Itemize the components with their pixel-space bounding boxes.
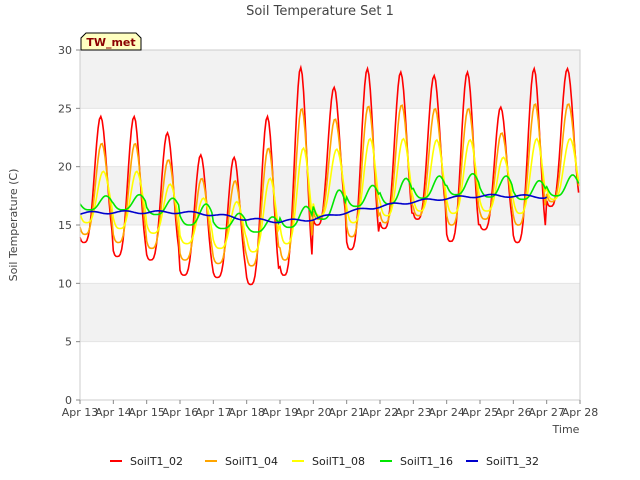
station-label-text: TW_met	[86, 36, 135, 49]
legend-item-soilt1-16: SoilT1_16	[380, 455, 453, 468]
x-tick-label: Apr 25	[462, 406, 499, 419]
legend-label: SoilT1_04	[225, 455, 278, 468]
y-tick-label: 30	[58, 44, 72, 57]
series-layer	[79, 64, 580, 286]
x-tick-label: Apr 14	[95, 406, 132, 419]
x-tick-label: Apr 13	[62, 406, 99, 419]
y-tick-label: 10	[58, 277, 72, 290]
legend-item-soilt1-08: SoilT1_08	[292, 455, 365, 468]
legend-label: SoilT1_08	[312, 455, 365, 468]
x-tick-label: Apr 17	[195, 406, 232, 419]
station-label: TW_met	[80, 32, 142, 51]
x-tick-label: Apr 27	[528, 406, 565, 419]
y-tick-label: 5	[65, 336, 72, 349]
x-tick-label: Apr 28	[562, 406, 599, 419]
x-tick-label: Apr 15	[128, 406, 165, 419]
x-tick-label: Apr 22	[362, 406, 399, 419]
y-tick-label: 0	[65, 394, 72, 407]
chart-title: Soil Temperature Set 1	[246, 4, 394, 19]
grid-band	[80, 225, 580, 284]
legend-label: SoilT1_32	[486, 455, 539, 468]
series-line-soilt1-04	[79, 103, 580, 267]
grid-band	[80, 166, 580, 225]
x-tick-label: Apr 23	[395, 406, 432, 419]
series-line-soilt1-32	[79, 193, 548, 224]
x-tick-label: Apr 18	[228, 406, 265, 419]
y-tick-label: 25	[58, 102, 72, 115]
grid-band	[80, 283, 580, 342]
legend-label: SoilT1_02	[130, 455, 183, 468]
legend: SoilT1_02 SoilT1_04 SoilT1_08 SoilT1_16 Soil…	[110, 455, 539, 468]
x-tick-label: Apr 16	[162, 406, 199, 419]
series-line-soilt1-02	[79, 64, 580, 286]
legend-item-soilt1-02: SoilT1_02	[110, 455, 183, 468]
x-tick-label: Apr 19	[262, 406, 299, 419]
y-axis-ticks: 0 5 10 15 20 25 30	[58, 44, 80, 407]
x-tick-label: Apr 21	[328, 406, 365, 419]
x-tick-label: Apr 20	[295, 406, 332, 419]
legend-item-soilt1-32: SoilT1_32	[466, 455, 539, 468]
legend-label: SoilT1_16	[400, 455, 453, 468]
y-axis-label: Soil Temperature (C)	[7, 169, 20, 282]
x-axis-label: Time	[552, 423, 580, 436]
y-tick-label: 20	[58, 161, 72, 174]
y-tick-label: 15	[58, 219, 72, 232]
x-tick-label: Apr 26	[495, 406, 532, 419]
grid-band	[80, 50, 580, 109]
legend-item-soilt1-04: SoilT1_04	[205, 455, 278, 468]
grid-band	[80, 341, 580, 400]
x-tick-label: Apr 24	[428, 406, 465, 419]
